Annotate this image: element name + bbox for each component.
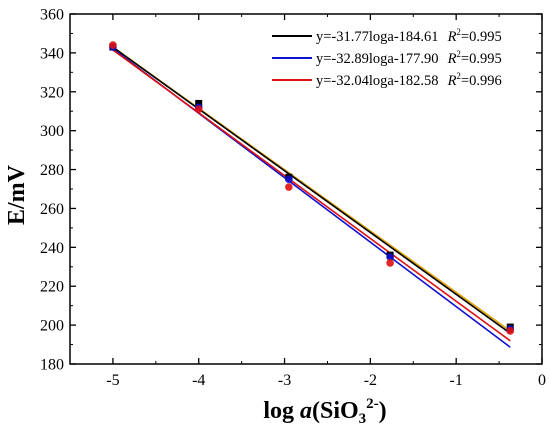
x-title-close: ) xyxy=(379,398,387,424)
x-tick-label: -1 xyxy=(450,372,463,389)
y-tick-label: 340 xyxy=(40,45,64,62)
y-tick-label: 280 xyxy=(40,162,64,179)
legend-r2-label: R xyxy=(447,51,457,67)
x-title-subscript: 3 xyxy=(359,411,367,426)
legend-entry: y=-31.77loga-184.61 R2=0.995 xyxy=(316,27,502,45)
y-axis-title: E/mV xyxy=(4,164,30,225)
x-tick-label: -3 xyxy=(278,372,291,389)
legend-r2-value: =0.995 xyxy=(461,51,502,67)
legend-r2-superscript: 2 xyxy=(456,27,461,37)
legend-entry: y=-32.04loga-182.58 R2=0.996 xyxy=(316,71,502,89)
y-tick-label: 220 xyxy=(40,279,64,296)
legend-entry: y=-32.89loga-177.90 R2=0.995 xyxy=(316,49,502,67)
plot-area xyxy=(109,41,515,348)
y-tick-label: 300 xyxy=(40,123,64,140)
data-point-circle xyxy=(506,327,515,335)
legend-r2-label: R xyxy=(447,73,457,89)
fit-line-0 xyxy=(112,46,511,334)
y-tick-label: 180 xyxy=(40,357,64,374)
legend-equation: y=-32.04loga-182.58 xyxy=(316,73,439,89)
axes: -5 -4 -3 -2 -1 0 180 200 220 240 260 280 300 320 340 36… xyxy=(40,7,546,390)
y-tick-label: 260 xyxy=(40,201,64,218)
x-tick-label: 0 xyxy=(538,372,546,389)
data-point-circle xyxy=(386,259,394,267)
y-tick-label: 240 xyxy=(40,240,64,257)
y-tick-label: 200 xyxy=(40,318,64,335)
y-tick-label: 360 xyxy=(40,7,64,24)
x-title-superscript: 2- xyxy=(366,396,379,412)
legend-r2-label: R xyxy=(447,29,457,45)
legend: y=-31.77loga-184.61 R2=0.995y=-32.89loga-… xyxy=(272,27,502,89)
data-point-circle xyxy=(109,41,117,49)
legend-r2-superscript: 2 xyxy=(456,49,461,59)
data-point-circle xyxy=(386,253,394,261)
legend-r2-superscript: 2 xyxy=(456,71,461,81)
data-point-square xyxy=(195,99,203,107)
legend-equation: y=-32.89loga-177.90 xyxy=(316,51,439,67)
data-point-circle xyxy=(285,175,293,184)
data-point-circle xyxy=(285,183,293,191)
y-tick-label: 320 xyxy=(40,84,64,101)
legend-equation: y=-31.77loga-184.61 xyxy=(316,29,439,45)
x-tick-label: -5 xyxy=(106,372,119,389)
x-tick-label: -2 xyxy=(364,372,377,389)
legend-r2-value: =0.995 xyxy=(461,29,502,45)
x-title-formula: (SiO xyxy=(312,398,359,424)
fit-line-2 xyxy=(112,49,511,342)
data-point-circle xyxy=(194,105,203,114)
x-title-prefix: log xyxy=(263,398,300,424)
x-axis-title: log a(SiO32-) xyxy=(263,396,386,426)
x-title-activity: a xyxy=(300,398,312,424)
x-tick-label: -4 xyxy=(192,372,205,389)
legend-r2-value: =0.996 xyxy=(461,73,502,89)
